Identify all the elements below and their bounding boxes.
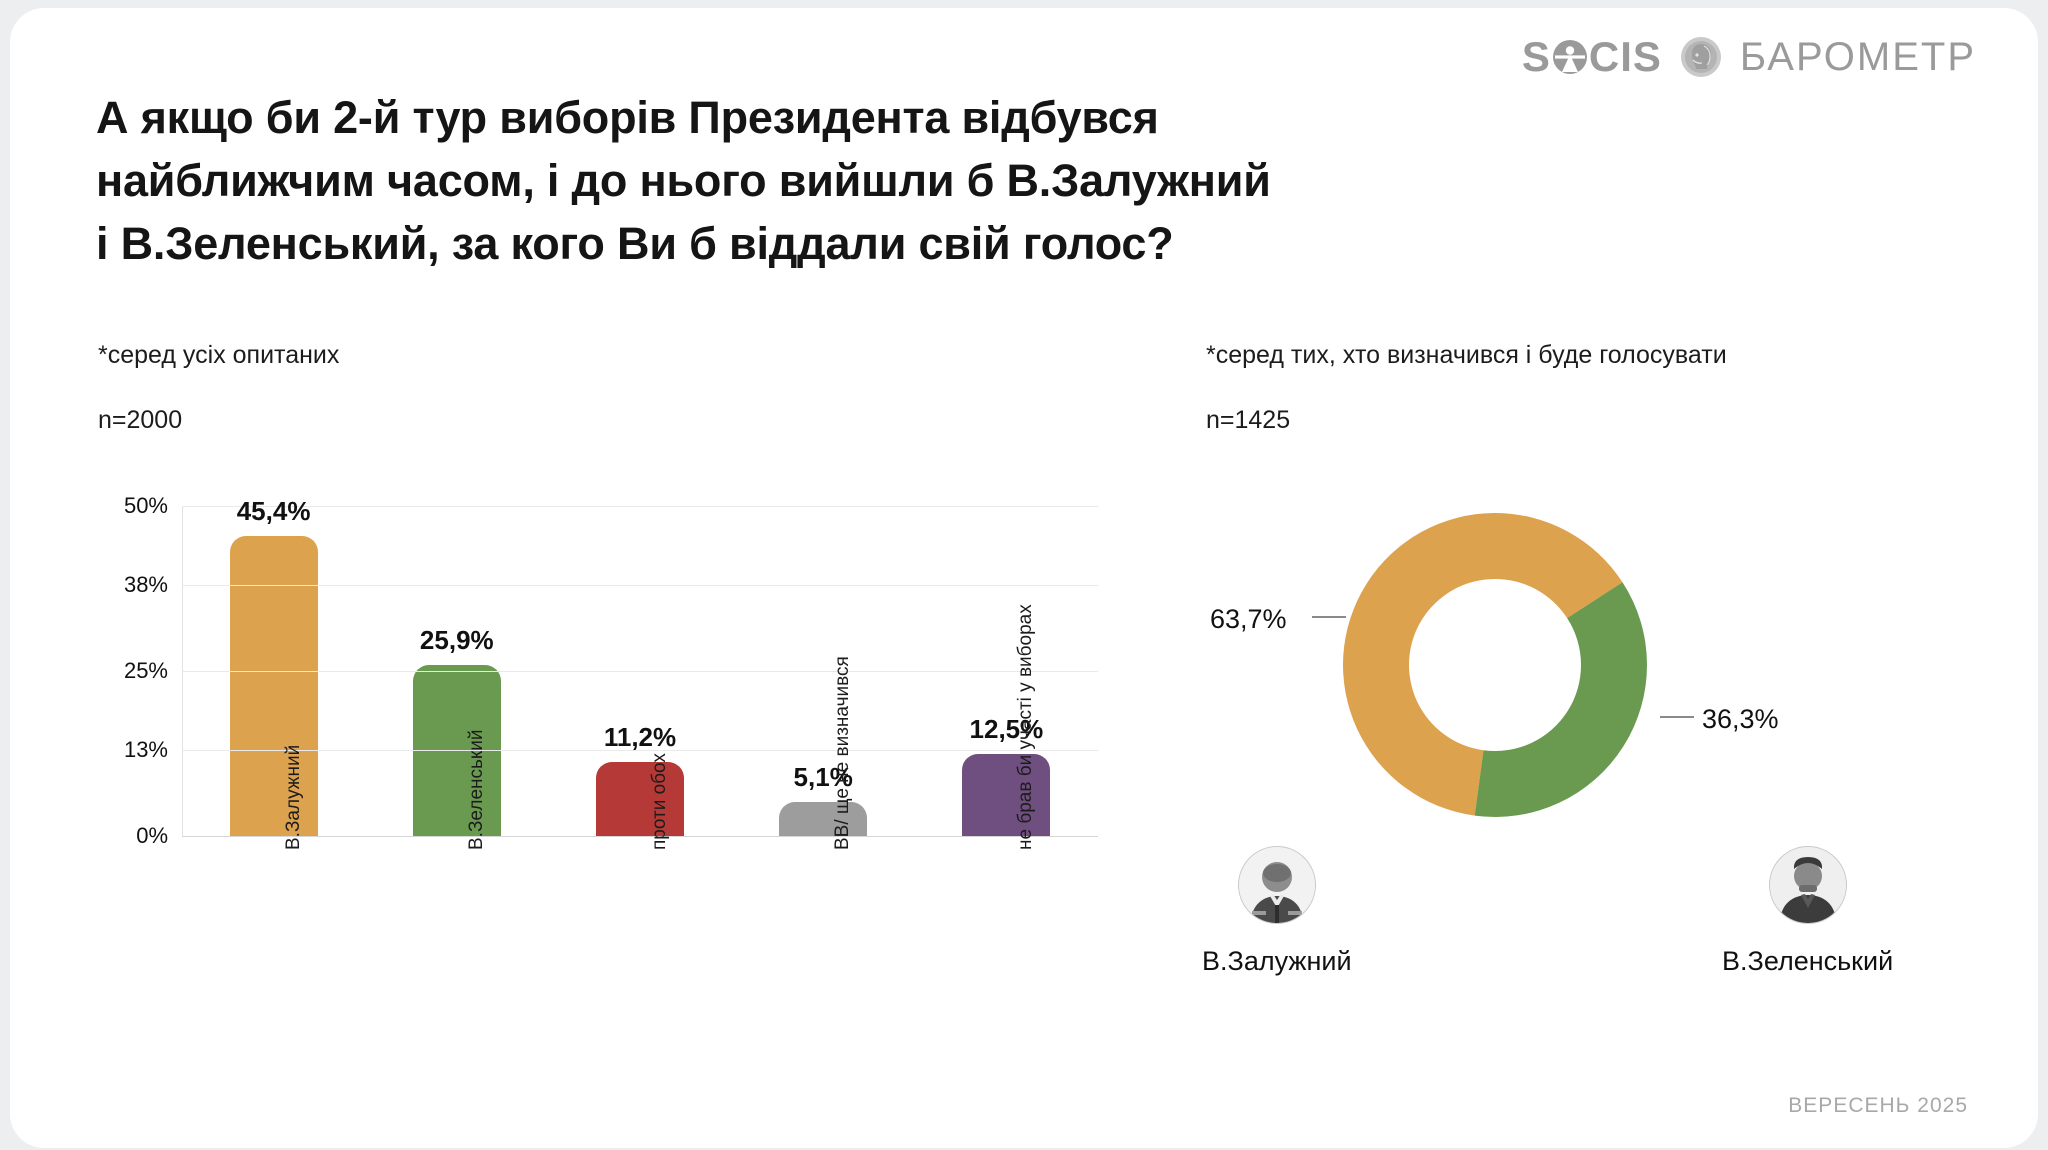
socis-globe-icon (1552, 39, 1588, 75)
title-line-1: А якщо би 2-й тур виборів Президента від… (96, 92, 1159, 143)
title-line-3: і В.Зеленський, за кого Ви б віддали сві… (96, 218, 1174, 269)
donut-chart (1330, 500, 1660, 830)
donut-slice-zelensky (1474, 582, 1647, 817)
left-panel-sample: n=2000 (98, 406, 183, 434)
candidate-zelensky: В.Зеленський (1722, 846, 1893, 977)
zaluzhny-portrait-avatar (1237, 846, 1316, 924)
candidate-name: В.Зеленський (1722, 946, 1894, 976)
bar-group (596, 506, 684, 836)
x-axis-category-label: В.Зеленський (465, 729, 487, 850)
y-axis-tick-label: 25% (123, 658, 168, 683)
bar-group (779, 506, 868, 836)
bar[interactable] (596, 762, 684, 836)
brand-product-name: БАРОМЕТР (1739, 34, 1976, 79)
x-axis-category-label: ВВ/ ще не визначився (832, 656, 854, 850)
socis-logo-text-start: S (1521, 33, 1551, 80)
brand-header: S CIS БАРОМЕТР (1522, 30, 1976, 84)
x-axis-category-label: В.Залужний (282, 744, 304, 850)
donut-leader-line-left (1312, 616, 1346, 618)
donut-slices (1343, 513, 1647, 817)
y-axis-tick-label: 13% (123, 737, 168, 763)
y-axis-tick-label: 0% (136, 823, 168, 848)
gridline (182, 671, 1098, 672)
page-title: А якщо би 2-й тур виборів Президента від… (96, 86, 1596, 275)
bar-value-label: 5,1% (793, 762, 853, 793)
x-axis-category-label: проти обох (649, 753, 670, 850)
bar-value-label: 45,4% (236, 496, 311, 527)
socis-logo: S CIS (1522, 33, 1662, 81)
footer-period: ВЕРЕСЕНЬ 2025 (1788, 1094, 1968, 1117)
bar-value-label: 12,5% (969, 713, 1044, 744)
y-axis-tick-label: 38% (123, 572, 168, 598)
zelensky-portrait-avatar (1768, 846, 1847, 924)
donut-leader-line-right (1660, 716, 1694, 718)
candidate-zaluzhny: В.Залужний (1202, 846, 1352, 977)
bar-chart-plot-area: 45,4% В.Залужний 25,9% В.Зеленський 11,2% про… (182, 496, 1098, 850)
x-axis-category-label: не брав би участі у виборах (1015, 604, 1037, 850)
right-panel-sample: n=1425 (1206, 406, 1291, 434)
bar-value-label: 25,9% (419, 625, 494, 656)
gridline (182, 836, 1098, 837)
title-line-2: найближчим часом, і до нього вийшли б В.… (96, 155, 1271, 206)
y-axis-tick-label: 50% (123, 493, 168, 518)
bar-group (962, 506, 1051, 836)
donut-label-zaluzhny: 63,7% (1210, 604, 1287, 634)
gridline (182, 585, 1098, 587)
bar-group (229, 506, 318, 836)
bar-chart-y-axis: 0% 13% 25% 38% 50% (98, 493, 168, 848)
donut-slice-zaluzhny (1343, 513, 1623, 816)
right-panel-note: *серед тих, хто визначився і буде голосу… (1206, 341, 1727, 369)
socis-logo-text-end: CIS (1588, 33, 1662, 80)
bar[interactable] (962, 753, 1051, 836)
bar[interactable] (229, 536, 318, 836)
left-panel-note: *серед усіх опитаних (98, 341, 340, 369)
candidate-name: В.Залужний (1202, 946, 1352, 976)
bar-chart: 0% 13% 25% 38% 50% 45,4% В.Залужний 25,9% В.Зел… (98, 493, 1098, 850)
gridline (182, 506, 1098, 507)
gridline (182, 750, 1098, 752)
bar-value-label: 11,2% (603, 722, 677, 753)
infographic-card: S CIS БАРОМЕТР А (10, 8, 2038, 1148)
bar[interactable] (779, 802, 868, 836)
medallion-icon (1680, 36, 1722, 78)
donut-label-zelensky: 36,3% (1702, 704, 1779, 734)
